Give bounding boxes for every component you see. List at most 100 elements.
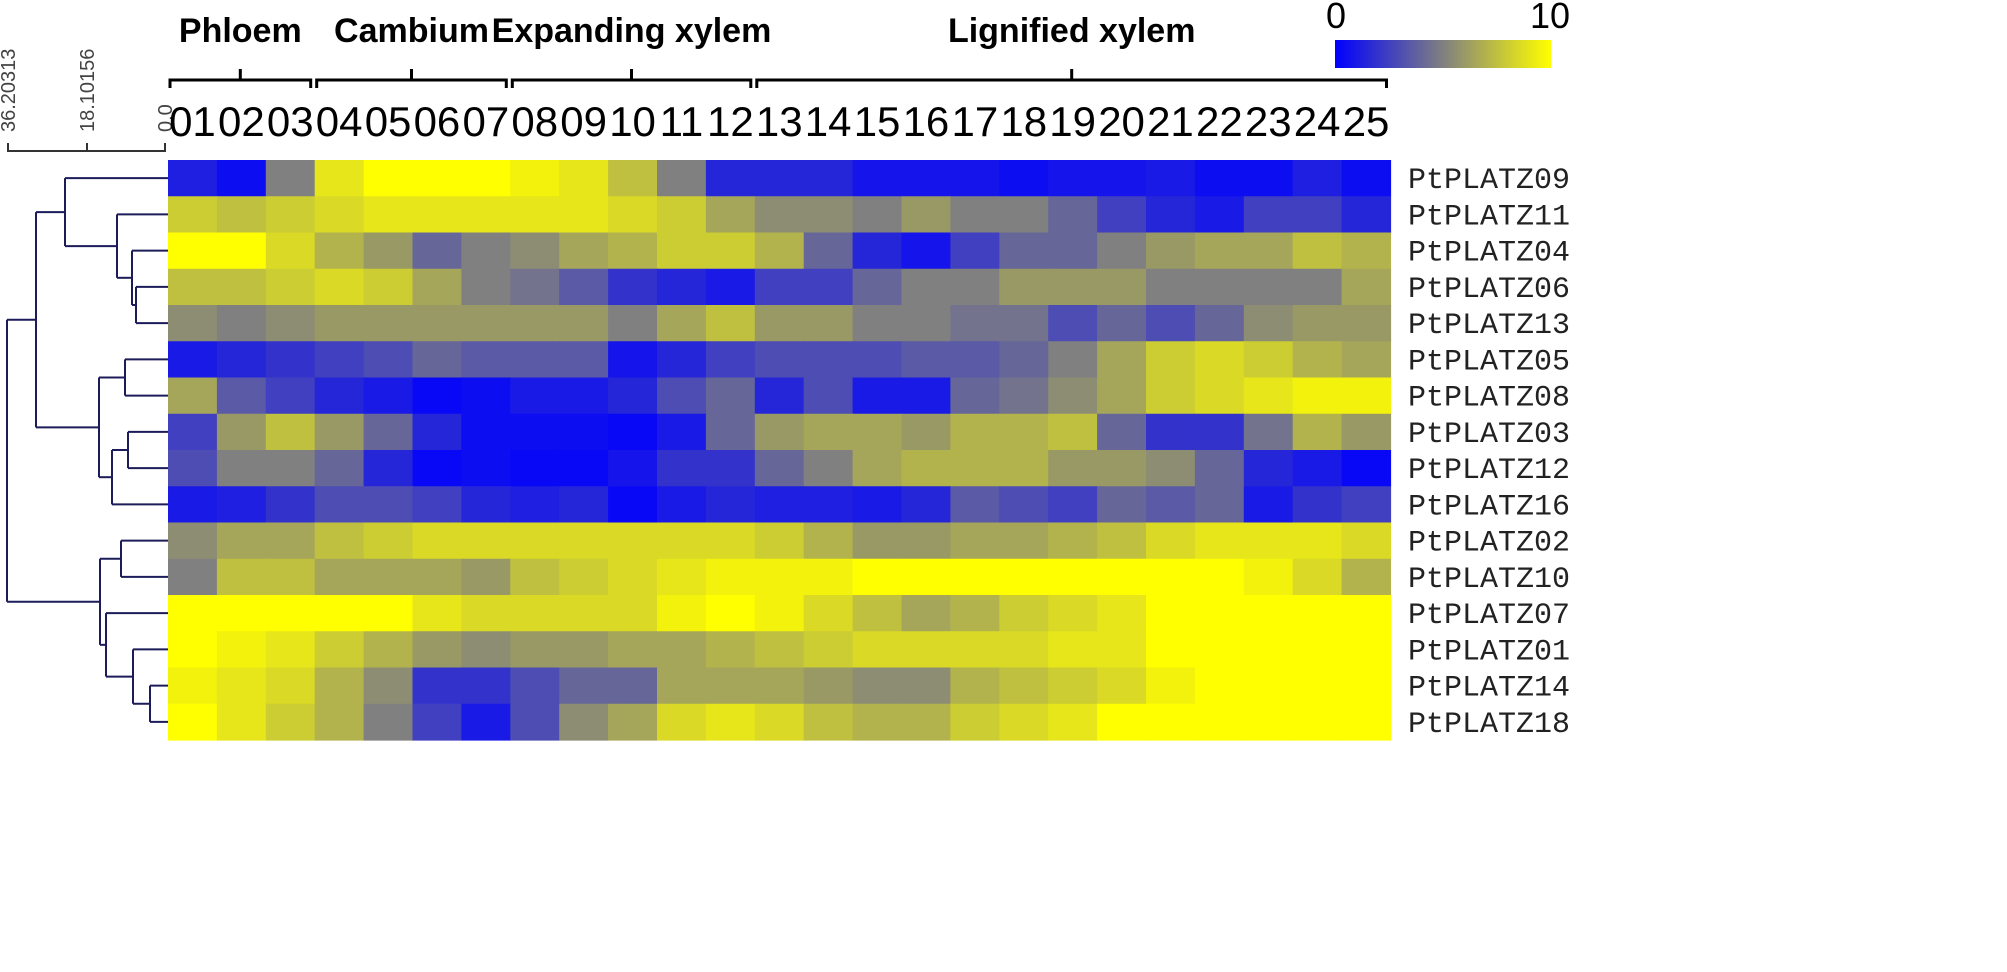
heatmap-cell (216, 413, 267, 451)
heatmap-cell (950, 486, 1000, 524)
heatmap-cell (1341, 450, 1392, 487)
heatmap-cell (1243, 232, 1294, 270)
heatmap-cell (1097, 486, 1147, 524)
heatmap-cell (1146, 595, 1196, 632)
heatmap-cell (950, 522, 1000, 560)
heatmap-cell (657, 667, 707, 705)
heatmap-cell (852, 232, 903, 270)
heatmap-cell (901, 377, 951, 415)
heatmap-cell (1243, 558, 1294, 596)
heatmap-cell (559, 160, 609, 197)
heatmap-cell (608, 595, 658, 632)
heatmap-cell (168, 703, 218, 741)
heatmap-cell (168, 522, 218, 560)
heatmap-cell (1243, 486, 1294, 524)
heatmap-cell (803, 558, 854, 596)
heatmap-cell (705, 703, 756, 741)
heatmap-cell (852, 377, 903, 415)
column-label: 01 (169, 98, 216, 145)
heatmap-cell (1048, 558, 1098, 596)
heatmap-cell (265, 268, 316, 306)
column-label: 21 (1147, 98, 1194, 145)
heatmap-cell (754, 232, 805, 270)
heatmap-cell (461, 631, 511, 669)
heatmap-cell (1048, 595, 1098, 632)
heatmap-cell (559, 413, 609, 451)
heatmap-cell (803, 377, 854, 415)
heatmap-cell (412, 486, 462, 524)
heatmap-cell (1097, 160, 1147, 197)
heatmap-cell (1243, 268, 1294, 306)
heatmap-cell (754, 486, 805, 524)
column-label: 25 (1343, 98, 1390, 145)
heatmap-cell (510, 160, 560, 197)
heatmap-cell (852, 631, 903, 669)
column-label: 07 (462, 98, 509, 145)
heatmap-cell (608, 413, 658, 451)
row-label: PtPLATZ04 (1408, 237, 1570, 271)
heatmap-cell (754, 305, 805, 342)
color-scale-min-label: 0 (1326, 0, 1346, 36)
heatmap-cell (363, 305, 414, 342)
heatmap-cell (852, 413, 903, 451)
heatmap-cell (803, 196, 854, 234)
column-label: 05 (365, 98, 412, 145)
heatmap-cell (510, 305, 560, 342)
heatmap-cell (1341, 522, 1392, 560)
heatmap-cell (265, 413, 316, 451)
heatmap-cell (1243, 160, 1294, 197)
heatmap-cell (1146, 413, 1196, 451)
heatmap-cell (999, 703, 1049, 741)
heatmap-cell (705, 305, 756, 342)
heatmap-cell (803, 631, 854, 669)
heatmap-cell (461, 160, 511, 197)
heatmap-cell (461, 196, 511, 234)
heatmap-cell (461, 341, 511, 379)
heatmap-cell (754, 522, 805, 560)
heatmap-cell (901, 667, 951, 705)
column-label: 19 (1049, 98, 1096, 145)
heatmap-cell (363, 341, 414, 379)
group-label: Lignified xylem (948, 12, 1196, 50)
heatmap-cell (1048, 341, 1098, 379)
heatmap-cell (412, 450, 462, 487)
heatmap-cell (999, 667, 1049, 705)
heatmap-cell (1097, 341, 1147, 379)
heatmap-cell (1048, 305, 1098, 342)
heatmap-cell (265, 450, 316, 487)
heatmap-cell (1146, 522, 1196, 560)
heatmap-cell (657, 377, 707, 415)
row-label: PtPLATZ16 (1408, 490, 1570, 524)
heatmap-cell (1048, 413, 1098, 451)
heatmap-cell (168, 486, 218, 524)
heatmap-cell (657, 522, 707, 560)
heatmap-cell (852, 667, 903, 705)
row-label: PtPLATZ07 (1408, 599, 1570, 633)
heatmap-cell (216, 595, 267, 632)
heatmap-cell (901, 413, 951, 451)
heatmap-cell (168, 413, 218, 451)
heatmap-cell (1292, 450, 1343, 487)
heatmap-cell (803, 703, 854, 741)
heatmap-cell (754, 450, 805, 487)
heatmap-cell (1146, 268, 1196, 306)
heatmap-cell (1048, 667, 1098, 705)
heatmap-cell (314, 631, 365, 669)
heatmap-cell (1097, 558, 1147, 596)
heatmap-cell (1292, 558, 1343, 596)
heatmap-cell (265, 305, 316, 342)
heatmap-cell (1194, 667, 1245, 705)
heatmap-cell (1194, 232, 1245, 270)
dendrogram-scale: 36.20313 18.10156 0.0 (0, 49, 177, 152)
row-label: PtPLATZ12 (1408, 454, 1570, 488)
heatmap-cell (901, 703, 951, 741)
heatmap-cell (803, 450, 854, 487)
heatmap-cell (363, 450, 414, 487)
heatmap-cell (1048, 232, 1098, 270)
heatmap-cell (559, 486, 609, 524)
heatmap-cell (216, 667, 267, 705)
heatmap-cell (1048, 631, 1098, 669)
heatmap-cell (1146, 377, 1196, 415)
heatmap-cell (901, 450, 951, 487)
heatmap-cell (168, 450, 218, 487)
